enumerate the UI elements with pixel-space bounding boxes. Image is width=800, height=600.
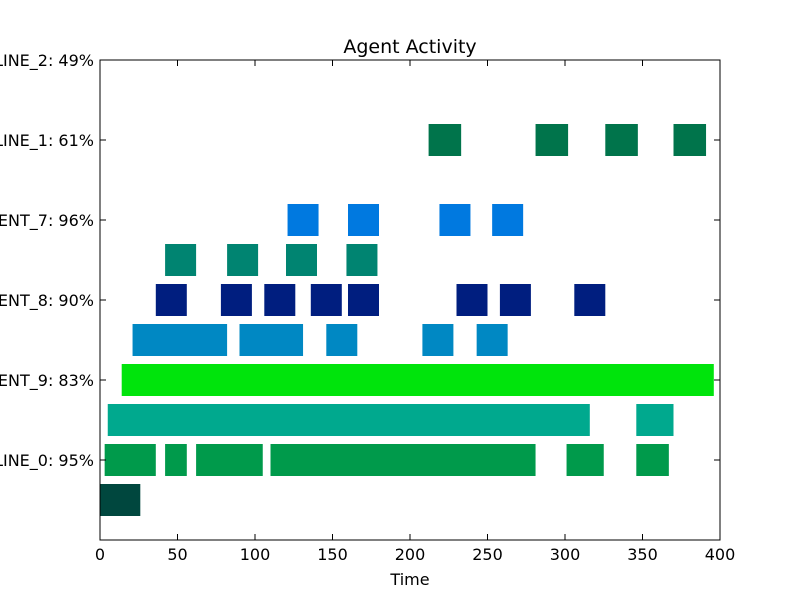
y-tick-label: LINE_0: 95%	[0, 451, 94, 471]
activity-bar-row8-seg3	[673, 124, 707, 156]
activity-bar-row1-seg0	[104, 444, 156, 476]
activity-bar-row8-seg0	[428, 124, 462, 156]
y-axis: LINE_0: 95% ENT_9: 83% ENT_8: 90% ENT_7: 96…	[0, 51, 720, 471]
x-tick-label: 100	[240, 545, 271, 564]
x-tick-label: 0	[95, 545, 105, 564]
y-tick-label: ENT_7: 96%	[0, 211, 94, 231]
activity-bar-row7-seg2	[439, 204, 471, 236]
x-tick-label: 200	[395, 545, 426, 564]
activity-bar-row5-seg2	[264, 284, 296, 316]
chart-title: Agent Activity	[343, 36, 476, 58]
activity-bar-row4-seg1	[239, 324, 304, 356]
y-tick-label: LINE_2: 49%	[0, 51, 94, 71]
activity-bar-row5-seg1	[220, 284, 252, 316]
activity-bar-row1-seg5	[636, 444, 669, 476]
activity-bar-row4-seg4	[476, 324, 508, 356]
bars-layer	[100, 124, 714, 516]
activity-bar-row6-seg0	[165, 244, 197, 276]
activity-bar-row1-seg4	[566, 444, 604, 476]
activity-bar-row7-seg3	[492, 204, 524, 236]
activity-bar-row7-seg0	[287, 204, 319, 236]
activity-bar-row4-seg2	[326, 324, 358, 356]
activity-bar-row0-seg0	[100, 484, 141, 516]
activity-bar-row4-seg0	[132, 324, 228, 356]
activity-bar-row6-seg3	[346, 244, 378, 276]
x-tick-label: 350	[627, 545, 658, 564]
x-tick-label: 250	[472, 545, 503, 564]
activity-bar-row5-seg3	[310, 284, 342, 316]
activity-bar-row2-seg0	[107, 404, 590, 436]
activity-bar-row5-seg6	[499, 284, 531, 316]
y-tick-label: ENT_9: 83%	[0, 371, 94, 391]
activity-bar-row4-seg3	[422, 324, 454, 356]
activity-bar-row1-seg3	[270, 444, 536, 476]
activity-bar-row1-seg1	[165, 444, 187, 476]
activity-bar-row6-seg1	[227, 244, 259, 276]
x-tick-label: 50	[167, 545, 187, 564]
activity-bar-row3-seg0	[121, 364, 714, 396]
x-tick-label: 400	[705, 545, 736, 564]
activity-bar-row8-seg2	[605, 124, 638, 156]
x-tick-label: 150	[317, 545, 348, 564]
activity-bar-row5-seg7	[574, 284, 606, 316]
y-tick-label: LINE_1: 61%	[0, 131, 94, 151]
activity-bar-row5-seg4	[348, 284, 379, 316]
y-tick-label: ENT_8: 90%	[0, 291, 94, 311]
activity-bar-row7-seg1	[348, 204, 379, 236]
activity-bar-row5-seg5	[456, 284, 488, 316]
activity-bar-row6-seg2	[286, 244, 317, 276]
activity-bar-row2-seg1	[636, 404, 674, 436]
activity-bar-row8-seg1	[535, 124, 569, 156]
x-tick-label: 300	[550, 545, 581, 564]
x-axis: 0 50 100 150 200 250 300 350 400	[95, 60, 735, 564]
activity-bar-row5-seg0	[155, 284, 187, 316]
activity-bar-row1-seg2	[196, 444, 263, 476]
x-axis-label: Time	[389, 570, 429, 589]
